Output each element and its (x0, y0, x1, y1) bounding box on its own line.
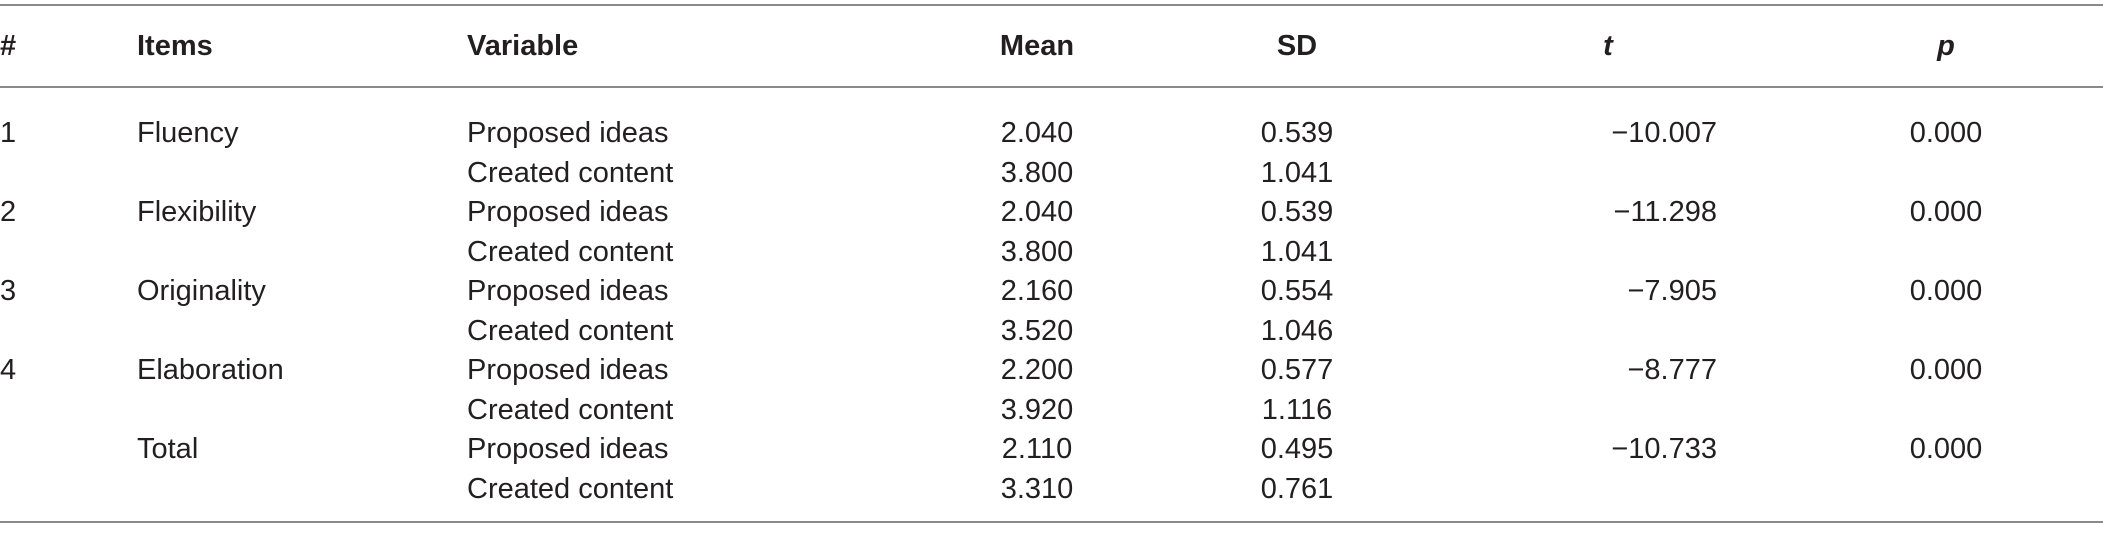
cell-mean: 3.520 (1000, 314, 1074, 347)
table-row: Created content 3.310 0.761 (0, 470, 2103, 523)
cell-item (137, 470, 467, 523)
cell-t: −10.007 (1611, 117, 1717, 150)
cell-item: Flexibility (137, 196, 257, 229)
cell-sd: 1.041 (1260, 235, 1334, 268)
cell-item (137, 233, 467, 273)
results-table: # Items Variable Mean SD t p 1 Fluency Pro… (0, 4, 2103, 523)
header-sd: SD (1276, 29, 1318, 62)
cell-variable: Proposed ideas (467, 275, 669, 308)
cell-item: Elaboration (137, 354, 284, 387)
cell-variable: Created content (467, 156, 674, 189)
cell-variable: Proposed ideas (467, 433, 669, 466)
cell-p (1789, 391, 2103, 431)
cell-num: 2 (0, 196, 17, 229)
table-row: 3 Originality Proposed ideas 2.160 0.554 −7.9… (0, 272, 2103, 312)
cell-p (1789, 470, 2103, 523)
cell-item: Total (137, 433, 199, 466)
cell-num (0, 470, 137, 523)
header-t: t (1603, 29, 1613, 62)
cell-variable: Proposed ideas (467, 354, 669, 387)
results-table-container: # Items Variable Mean SD t p 1 Fluency Pro… (0, 4, 2103, 523)
table-row: Created content 3.920 1.116 (0, 391, 2103, 431)
table-row: Created content 3.520 1.046 (0, 312, 2103, 352)
cell-p: 0.000 (1909, 354, 1983, 387)
table-header: # Items Variable Mean SD t p (0, 5, 2103, 87)
cell-p (1789, 154, 2103, 194)
table-row: 2 Flexibility Proposed ideas 2.040 0.539 −11.… (0, 193, 2103, 233)
cell-mean: 3.920 (1000, 393, 1074, 426)
cell-num (0, 233, 137, 273)
cell-mean: 2.160 (1000, 275, 1074, 308)
cell-num (0, 154, 137, 194)
cell-num (0, 430, 137, 470)
cell-item (137, 154, 467, 194)
cell-mean: 2.040 (1000, 196, 1074, 229)
cell-p: 0.000 (1909, 196, 1983, 229)
cell-sd: 0.495 (1260, 433, 1334, 466)
cell-item (137, 312, 467, 352)
header-variable: Variable (467, 29, 579, 62)
table-row: Total Proposed ideas 2.110 0.495 −10.733 0.00… (0, 430, 2103, 470)
cell-sd: 0.539 (1260, 117, 1334, 150)
cell-mean: 3.800 (1000, 235, 1074, 268)
cell-variable: Proposed ideas (467, 196, 669, 229)
table-row: Created content 3.800 1.041 (0, 233, 2103, 273)
cell-p (1789, 233, 2103, 273)
cell-variable: Proposed ideas (467, 117, 669, 150)
cell-mean: 2.110 (1001, 433, 1073, 466)
cell-sd: 0.539 (1260, 196, 1334, 229)
cell-variable: Created content (467, 235, 674, 268)
cell-p: 0.000 (1909, 117, 1983, 150)
cell-t (1427, 154, 1789, 194)
cell-item: Originality (137, 275, 266, 308)
cell-variable: Created content (467, 314, 674, 347)
header-mean: Mean (999, 29, 1075, 62)
cell-p: 0.000 (1909, 275, 1983, 308)
cell-t (1427, 470, 1789, 523)
table-row: 4 Elaboration Proposed ideas 2.200 0.577 −8.7… (0, 351, 2103, 391)
cell-sd: 0.577 (1260, 354, 1334, 387)
cell-sd: 1.046 (1260, 314, 1334, 347)
cell-t: −8.777 (1627, 354, 1717, 387)
cell-t (1427, 233, 1789, 273)
cell-sd: 1.116 (1261, 393, 1333, 426)
cell-t: −11.298 (1613, 196, 1717, 229)
header-row: # Items Variable Mean SD t p (0, 5, 2103, 87)
cell-sd: 0.761 (1260, 472, 1334, 505)
cell-sd: 1.041 (1260, 156, 1334, 189)
header-p: p (1937, 29, 1955, 62)
cell-sd: 0.554 (1260, 275, 1334, 308)
cell-t (1427, 391, 1789, 431)
header-num: # (0, 29, 17, 62)
cell-num (0, 312, 137, 352)
cell-item: Fluency (137, 117, 239, 150)
cell-t: −7.905 (1627, 275, 1717, 308)
cell-t: −10.733 (1611, 433, 1717, 466)
cell-p: 0.000 (1909, 433, 1983, 466)
cell-variable: Created content (467, 472, 674, 505)
cell-mean: 2.200 (1000, 354, 1074, 387)
cell-num: 3 (0, 275, 17, 308)
table-row: 1 Fluency Proposed ideas 2.040 0.539 −10.007 0… (0, 87, 2103, 154)
cell-p (1789, 312, 2103, 352)
table-row: Created content 3.800 1.041 (0, 154, 2103, 194)
cell-num: 1 (0, 117, 17, 150)
header-items: Items (137, 29, 213, 62)
cell-mean: 2.040 (1000, 117, 1074, 150)
cell-variable: Created content (467, 393, 674, 426)
cell-mean: 3.310 (1000, 472, 1074, 505)
cell-t (1427, 312, 1789, 352)
cell-item (137, 391, 467, 431)
table-body: 1 Fluency Proposed ideas 2.040 0.539 −10.007 0… (0, 87, 2103, 522)
cell-num: 4 (0, 354, 17, 387)
cell-mean: 3.800 (1000, 156, 1074, 189)
cell-num (0, 391, 137, 431)
